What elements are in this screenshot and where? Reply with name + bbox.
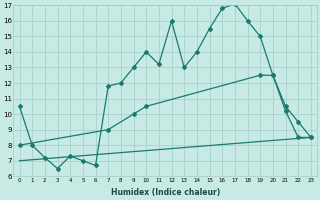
X-axis label: Humidex (Indice chaleur): Humidex (Indice chaleur)	[111, 188, 220, 197]
